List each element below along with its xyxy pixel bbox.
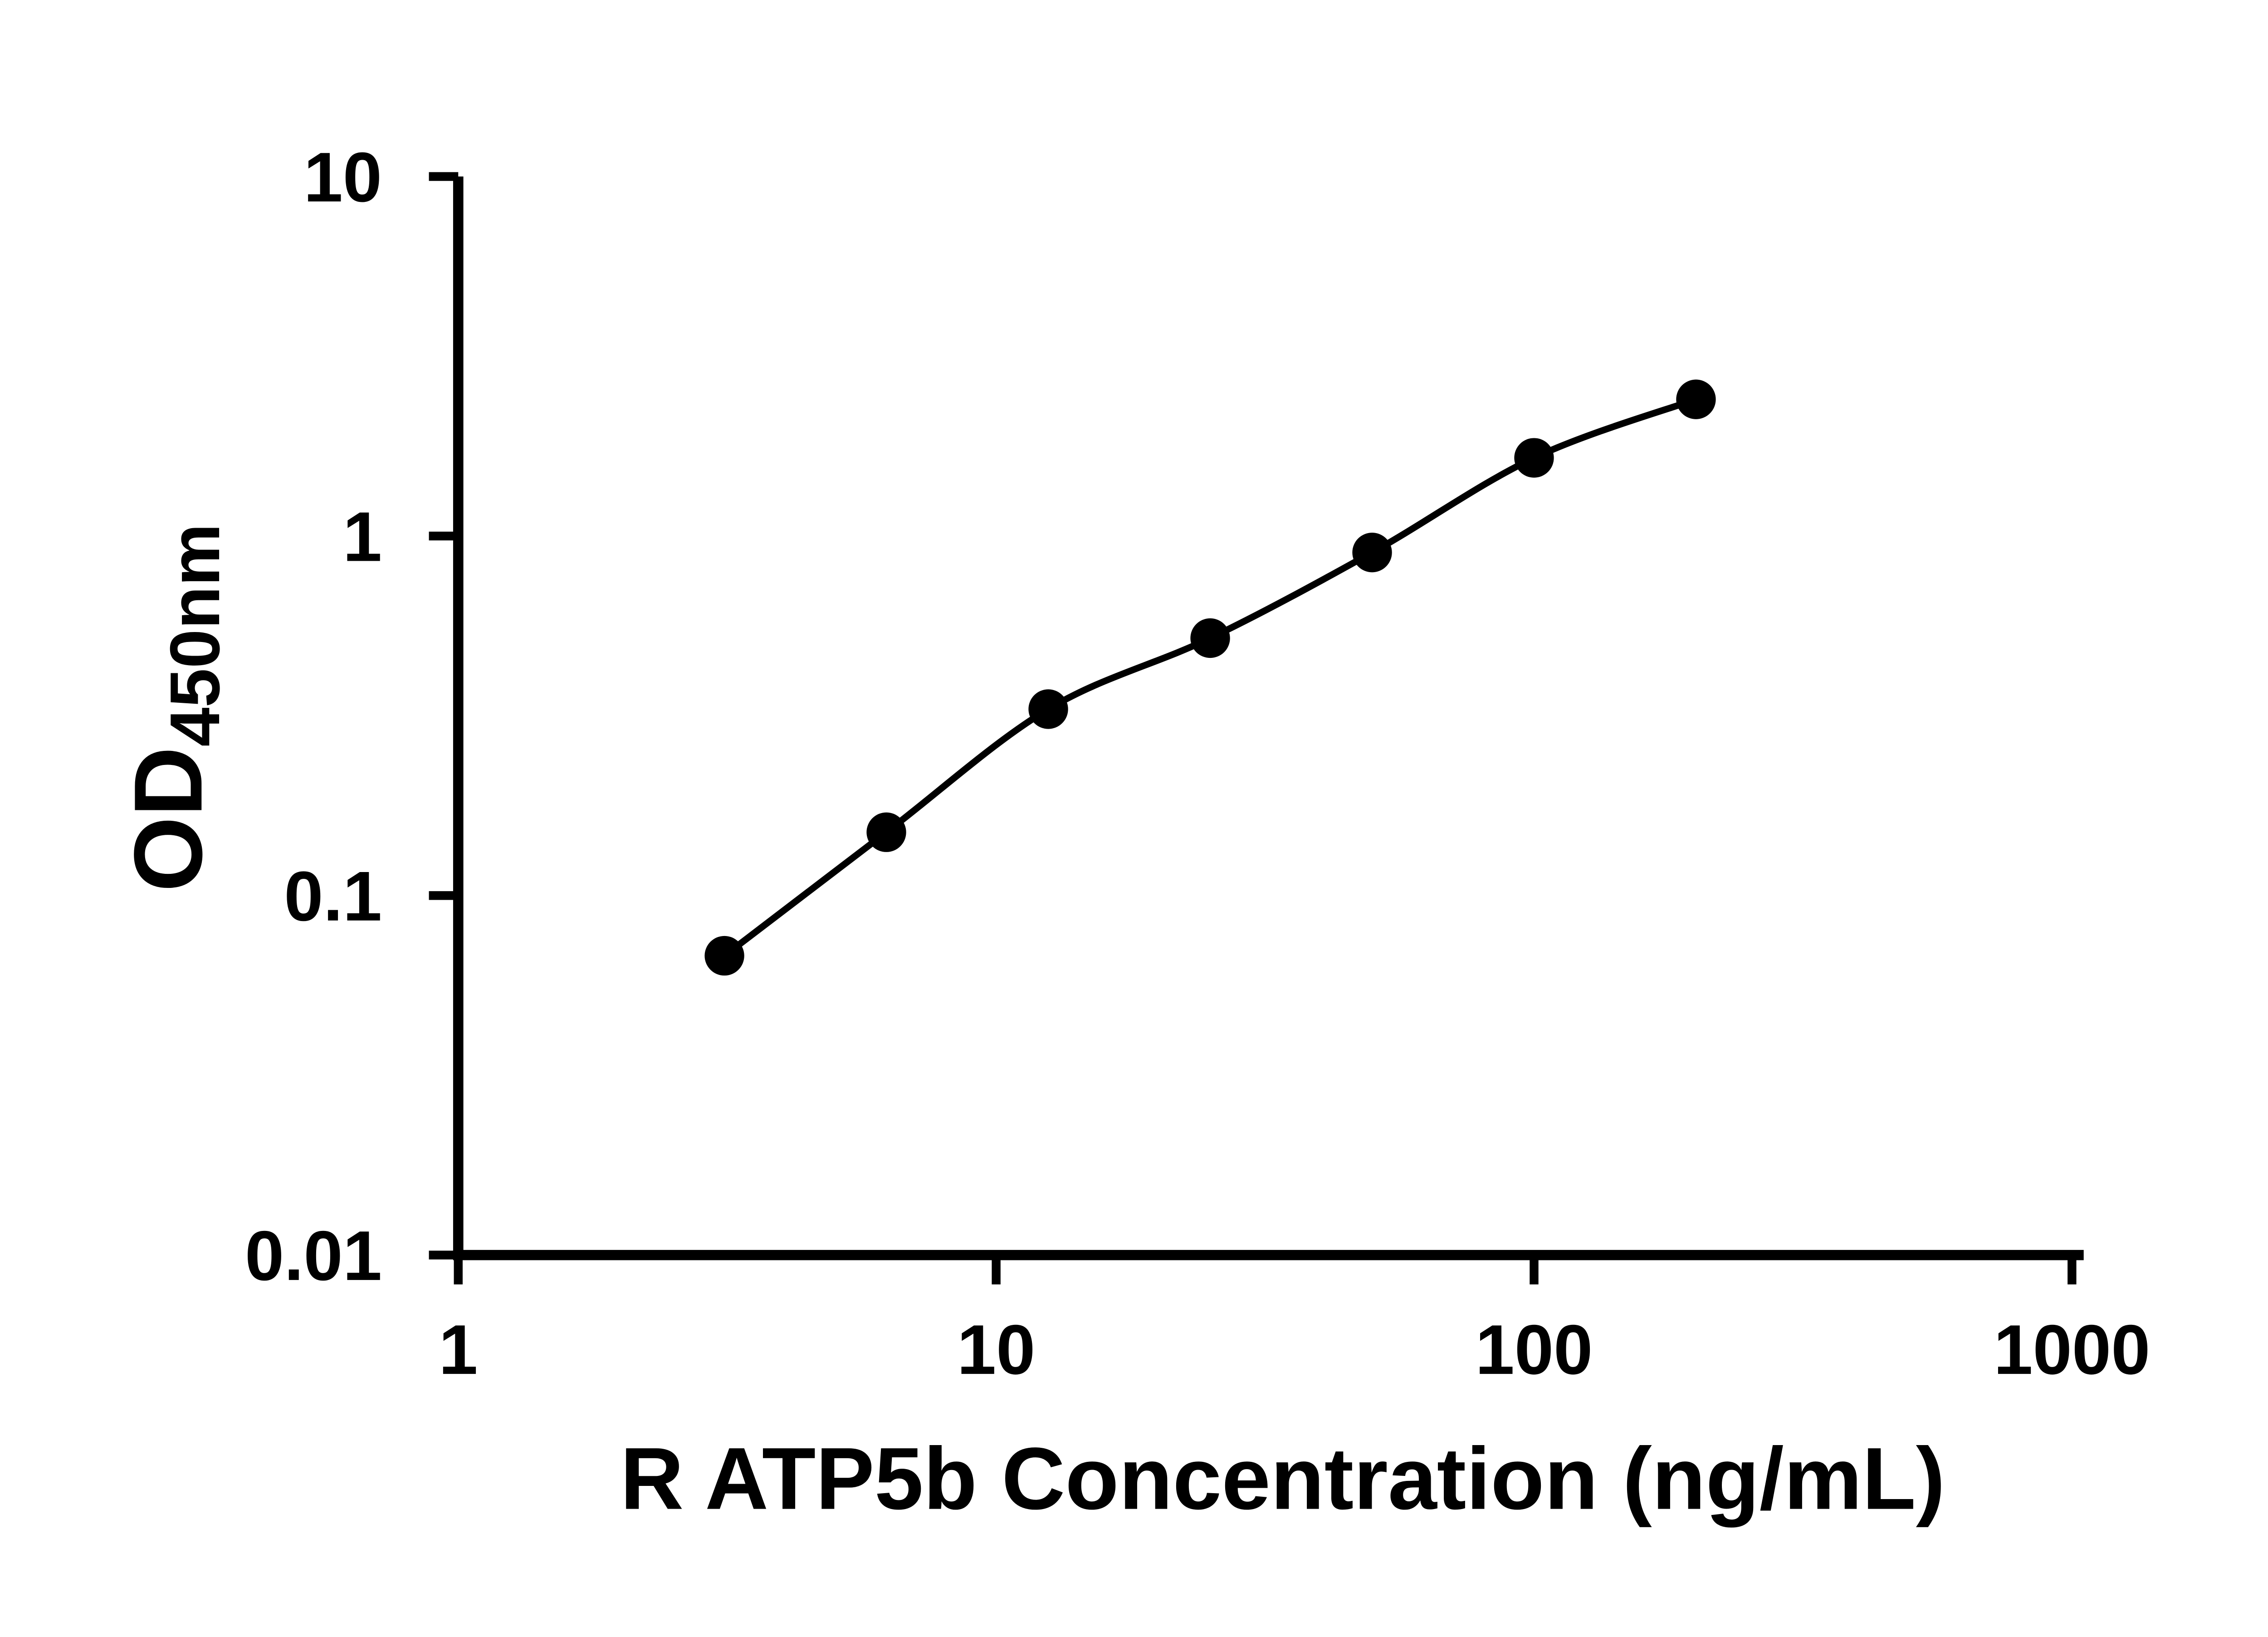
y-tick-label: 1 bbox=[343, 497, 382, 576]
y-tick-label: 0.1 bbox=[284, 857, 382, 936]
y-axis-title-subscript: 450nm bbox=[155, 524, 234, 747]
x-tick-label: 10 bbox=[957, 1310, 1036, 1389]
y-tick-label: 10 bbox=[303, 137, 382, 216]
fit-curve bbox=[724, 399, 1696, 956]
x-tick-label: 1 bbox=[439, 1310, 478, 1389]
y-tick-label: 0.01 bbox=[245, 1216, 382, 1295]
y-axis-title-main: OD bbox=[114, 747, 222, 892]
x-tick-label: 100 bbox=[1475, 1310, 1593, 1389]
data-point bbox=[1190, 618, 1230, 658]
standard-curve-chart: 1 10 100 1000 0.01 0.1 1 10 R ATP5b Concentratio… bbox=[18, 7, 2268, 1630]
data-point bbox=[1676, 380, 1716, 419]
data-point bbox=[1514, 438, 1554, 477]
standard-curve-figure: 1 10 100 1000 0.01 0.1 1 10 R ATP5b Concentratio… bbox=[18, 7, 2268, 1630]
x-axis-title: R ATP5b Concentration (ng/mL) bbox=[620, 1430, 1945, 1528]
data-point bbox=[704, 936, 744, 975]
data-point bbox=[1028, 689, 1068, 729]
data-point bbox=[866, 813, 906, 852]
data-point bbox=[1352, 533, 1392, 572]
y-axis-title: OD450nm bbox=[114, 524, 234, 892]
x-tick-label: 1000 bbox=[1994, 1310, 2150, 1389]
